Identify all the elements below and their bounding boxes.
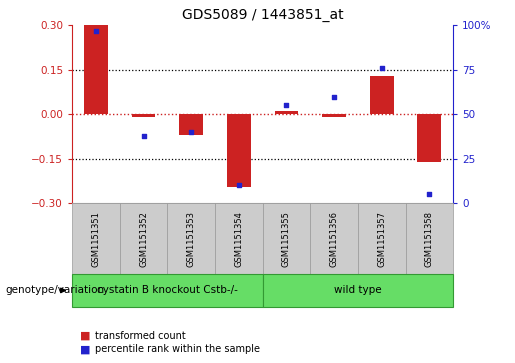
Bar xyxy=(322,114,346,117)
Text: wild type: wild type xyxy=(334,285,382,295)
Text: GSM1151355: GSM1151355 xyxy=(282,211,291,266)
Bar xyxy=(227,114,251,187)
Point xyxy=(282,102,290,108)
Text: GSM1151352: GSM1151352 xyxy=(139,211,148,266)
Text: ■: ■ xyxy=(80,331,90,341)
Bar xyxy=(179,114,203,135)
Bar xyxy=(274,111,298,114)
Point xyxy=(330,94,338,99)
Point xyxy=(425,192,434,197)
Text: GSM1151357: GSM1151357 xyxy=(377,211,386,267)
Text: GSM1151358: GSM1151358 xyxy=(425,211,434,267)
Text: percentile rank within the sample: percentile rank within the sample xyxy=(95,344,260,354)
Text: ■: ■ xyxy=(80,344,90,354)
Text: GSM1151353: GSM1151353 xyxy=(187,211,196,267)
Point xyxy=(140,133,148,139)
Point xyxy=(92,28,100,34)
Title: GDS5089 / 1443851_at: GDS5089 / 1443851_at xyxy=(182,8,344,22)
Text: GSM1151354: GSM1151354 xyxy=(234,211,243,266)
Text: GSM1151356: GSM1151356 xyxy=(330,211,338,267)
Point xyxy=(377,65,386,71)
Text: genotype/variation: genotype/variation xyxy=(5,285,104,295)
Bar xyxy=(84,25,108,114)
Bar xyxy=(132,114,156,117)
Bar xyxy=(418,114,441,162)
Text: transformed count: transformed count xyxy=(95,331,186,341)
Text: GSM1151351: GSM1151351 xyxy=(92,211,100,266)
Bar xyxy=(370,76,393,114)
Point xyxy=(187,129,195,135)
Point xyxy=(235,183,243,188)
Text: cystatin B knockout Cstb-/-: cystatin B knockout Cstb-/- xyxy=(97,285,238,295)
